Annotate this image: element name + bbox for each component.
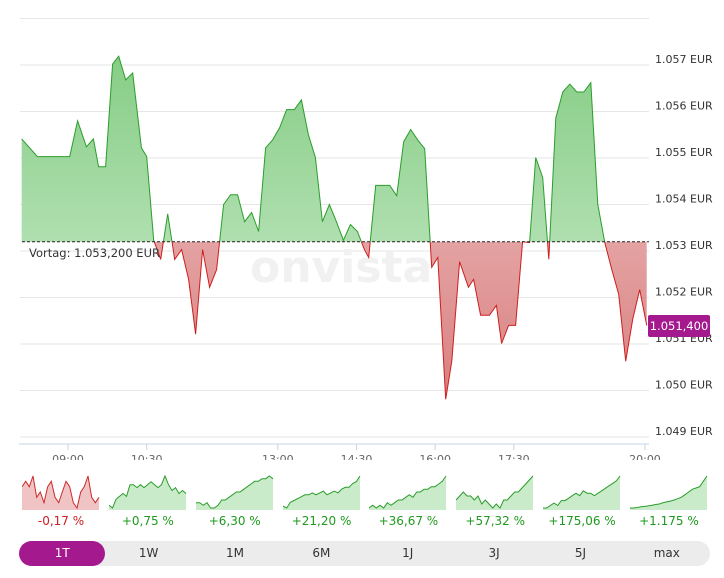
sparkline-area [22,476,99,510]
mini-chart-1M[interactable]: +6,30 % [195,466,274,528]
sparkline-line [456,475,534,509]
y-tick-label: 1.050 EUR [655,379,713,392]
mini-chart-3J[interactable]: +57,32 % [456,466,534,528]
performance-percent: +6,30 % [208,514,261,528]
x-axis: 09:00 10:30 13:00 14:30 16:00 17:30 20:00 [52,444,661,460]
sparkline-line [108,474,187,509]
sparkline [456,475,534,510]
mini-chart-1T[interactable]: -0,17 % [22,466,100,528]
previous-close-label: Vortag: 1.053,200 EUR [29,246,160,260]
performance-percent: +175,06 % [548,514,616,528]
performance-percent: +21,20 % [291,514,352,528]
y-tick-label: 1.053 EUR [655,239,713,252]
range-button-1t[interactable]: 1T [19,541,106,566]
sparkline [195,475,273,510]
intraday-price-chart[interactable]: onvista Vortag: 1.053,200 EUR 1.057 EUR1… [0,0,724,460]
price-line-down [153,241,648,400]
watermark: onvista [250,242,432,293]
y-tick-label: 1.054 EUR [655,193,713,206]
sparkline-area [195,476,273,510]
range-button-6m[interactable]: 6M [312,546,331,560]
x-tick-label: 20:00 [629,453,661,460]
range-button-1m[interactable]: 1M [225,546,244,560]
sparkline-area [629,476,707,510]
x-tick-label: 16:00 [419,453,451,460]
area-above-previous-close [21,56,605,242]
range-button-max[interactable]: max [653,546,680,560]
sparkline-area [108,476,186,510]
sparkline-line [195,475,273,509]
sparkline-line [543,475,621,509]
sparkline-area [282,476,360,510]
area-below-previous-close [21,241,647,400]
performance-mini-charts: -0,17 % +0,75 % +6,30 % +21,20 % +36,67 % +57… [22,466,708,528]
sparkline-area [369,476,447,510]
performance-percent: +57,32 % [465,514,526,528]
performance-percent: +1.175 % [639,514,699,528]
sparkline [108,474,187,510]
x-tick-label: 14:30 [341,453,373,460]
sparkline [543,475,621,510]
sparkline [629,475,708,510]
mini-chart-1W[interactable]: +0,75 % [108,466,187,528]
performance-percent: +0,75 % [121,514,174,528]
sparkline-line [369,475,447,509]
performance-percent: +36,67 % [378,514,439,528]
sparkline-line [22,475,100,510]
sparkline-area [456,476,534,510]
sparkline [282,475,360,510]
performance-percent: -0,17 % [37,514,85,528]
range-button-3j[interactable]: 3J [488,546,500,560]
last-price-tag: 1.051,400 [648,315,710,337]
time-range-selector: 1T 1W 1M 6M 1J 3J 5J max [19,541,710,566]
range-button-5j[interactable]: 5J [574,546,587,560]
y-axis: 1.057 EUR 1.056 EUR 1.055 EUR 1.054 EUR 1.05… [655,53,713,438]
range-button-1j[interactable]: 1J [402,546,414,560]
sparkline [369,475,447,510]
sparkline-line [282,475,360,509]
price-line-up [21,55,606,242]
mini-chart-max[interactable]: +1.175 % [629,466,708,528]
price-areas [21,55,648,400]
y-tick-label: 1.055 EUR [655,146,713,159]
mini-chart-1J[interactable]: +36,67 % [369,466,447,528]
x-tick-label: 17:30 [498,453,530,460]
sparkline-area [543,476,621,510]
y-tick-label: 1.049 EUR [655,425,713,438]
mini-chart-5J[interactable]: +175,06 % [543,466,621,528]
sparkline [22,475,100,510]
y-tick-label: 1.052 EUR [655,286,713,299]
y-tick-label: 1.056 EUR [655,100,713,113]
x-tick-label: 13:00 [262,453,294,460]
y-tick-label: 1.057 EUR [655,53,713,66]
range-button-1w[interactable]: 1W [138,546,159,560]
mini-chart-6M[interactable]: +21,20 % [282,466,361,528]
x-tick-label: 10:30 [131,453,163,460]
x-tick-label: 09:00 [52,453,84,460]
sparkline-line [629,475,708,509]
